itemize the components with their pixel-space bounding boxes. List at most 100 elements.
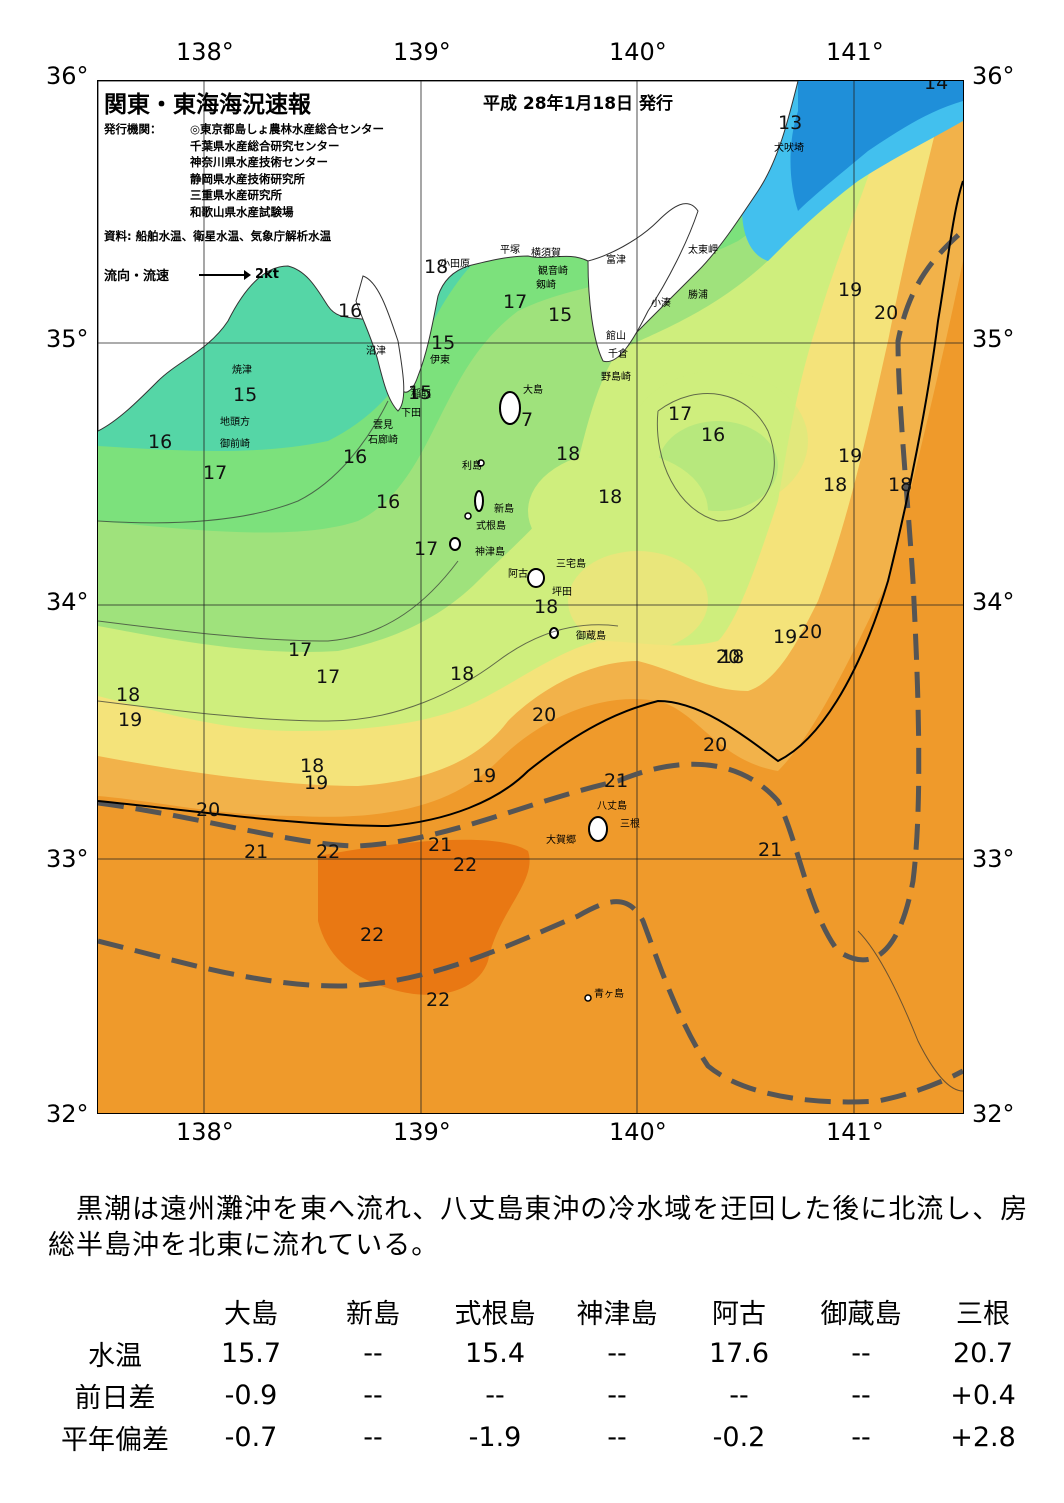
place-label: 千倉 (608, 347, 628, 360)
agency-label: 発行機関： (104, 122, 162, 136)
temp-label: 19 (472, 765, 496, 787)
temp-label: 17 (288, 639, 312, 661)
place-label: 平塚 (500, 244, 520, 256)
table-cell: -- (485, 1379, 505, 1411)
table-cell: +0.4 (950, 1379, 1016, 1411)
patch-19-mid (568, 551, 708, 651)
lon-label-138-bottom: 138° (176, 1118, 234, 1146)
agency-item: 神奈川県水産技術センター (190, 155, 328, 169)
island-hachijojima (588, 816, 608, 842)
temp-label: 14 (924, 81, 948, 94)
island-shikinejima (464, 512, 472, 520)
temp-label: 20 (798, 621, 822, 643)
place-label: 御蔵島 (576, 629, 606, 642)
lon-label-138-top: 138° (176, 38, 234, 66)
temp-label: 20 (716, 646, 740, 668)
place-label: 雲見 (373, 419, 393, 431)
temp-label: 19 (773, 626, 797, 648)
temp-label: 20 (874, 302, 898, 324)
temp-label: 19 (838, 279, 862, 301)
station-header: 御蔵島 (820, 1298, 902, 1330)
temp-label: 15 (431, 332, 455, 354)
place-label: 大島 (523, 383, 543, 396)
station-header: 式根島 (454, 1298, 536, 1330)
patch-18-mid (528, 451, 708, 571)
land-izu-peninsula (355, 275, 405, 412)
row-label: 水温 (88, 1340, 142, 1372)
station-header: 阿古 (712, 1298, 766, 1330)
place-label: 下田 (401, 408, 421, 419)
temp-label: 16 (343, 446, 367, 468)
temp-label: 21 (428, 834, 452, 856)
temp-label: 21 (604, 770, 628, 792)
place-label: 剱崎 (536, 278, 556, 291)
agency-item: ◎東京都島しょ農林水産総合センター (190, 122, 385, 136)
station-header: 大島 (224, 1298, 278, 1330)
temp-label: 18 (450, 663, 474, 685)
place-label: 神津島 (475, 545, 505, 558)
place-label: 地頭方 (220, 415, 250, 428)
graticule (98, 81, 963, 1113)
place-label: 新島 (494, 502, 514, 515)
place-label: 焼津 (232, 364, 252, 376)
island-niijima (474, 490, 484, 512)
table-row: 平年偏差 -0.7 -- -1.9 -- -0.2 -- +2.8 (40, 1416, 1044, 1458)
island-aogashima (584, 994, 592, 1002)
place-label: 小湊 (651, 296, 671, 309)
temp-label: 17 (503, 291, 527, 313)
temp-label: 18 (424, 256, 448, 278)
table-row: 水温 15.7 -- 15.4 -- 17.6 -- 20.7 (40, 1332, 1044, 1374)
lat-label-33-left: 33° (46, 845, 89, 873)
table-cell: 15.7 (220, 1337, 282, 1369)
temp-label: 18 (598, 486, 622, 508)
flow-legend: 流向・流速 2kt (104, 265, 279, 284)
place-label: 伊東 (430, 353, 450, 366)
lat-label-35-left: 35° (46, 325, 89, 353)
agency-list: 発行機関： ◎東京都島しょ農林水産総合センター 千葉県水産総合研究センター 神奈川… (104, 121, 384, 220)
station-header: 三根 (956, 1298, 1010, 1330)
temp-label: 16 (338, 300, 362, 322)
table-cell: -- (851, 1379, 871, 1411)
table-cell: -0.9 (224, 1379, 278, 1411)
data-source: 資料: 船舶水温、衛星水温、気象庁解析水温 (104, 229, 332, 243)
temp-label: 16 (701, 424, 725, 446)
temp-label: 17 (414, 538, 438, 560)
lon-label-140-bottom: 140° (609, 1118, 667, 1146)
temp-label: 15 (408, 382, 432, 404)
table-row: 前日差 -0.9 -- -- -- -- -- +0.4 (40, 1374, 1044, 1416)
place-label: 式根島 (476, 519, 506, 532)
table-cell: -- (851, 1421, 871, 1453)
place-label: 三宅島 (556, 557, 586, 570)
temp-label: 22 (360, 924, 384, 946)
temp-label: 15 (548, 304, 572, 326)
table-header-row: 大島 新島 式根島 神津島 阿古 御蔵島 三根 (40, 1290, 1044, 1332)
place-label: 石廊崎 (368, 433, 398, 446)
land-boso-peninsula (587, 203, 699, 363)
table-cell: -- (607, 1421, 627, 1453)
table-cell: -- (851, 1337, 871, 1369)
table-cell: 17.6 (708, 1337, 770, 1369)
agency-item: 和歌山県水産試験場 (190, 204, 294, 219)
temp-label: 18 (534, 596, 558, 618)
place-label: 八丈島 (597, 799, 627, 812)
arrow-icon (199, 269, 252, 280)
station-header: 神津島 (576, 1298, 658, 1330)
place-label: 館山 (606, 329, 626, 342)
lat-label-32-left: 32° (46, 1100, 89, 1128)
table-cell: -- (729, 1379, 749, 1411)
temp-label: 18 (720, 646, 744, 668)
place-label: 稲取 (411, 388, 431, 400)
place-label: 大賀郷 (546, 833, 576, 846)
kuroshio-axis-north (98, 229, 963, 963)
summary-text: 黒潮は遠州灘沖を東へ流れ、八丈島東沖の冷水域を迂回した後に北流し、房総半島沖を北… (48, 1194, 1029, 1261)
flow-legend-speed: 2kt (255, 267, 279, 282)
temperature-labels: 14 13 18 17 15 16 15 15 15 7 16 16 17 16… (116, 81, 948, 1011)
isotherms-thin (98, 393, 963, 1092)
row-label: 前日差 (74, 1382, 156, 1414)
place-label: 横須賀 (531, 246, 561, 259)
temp-label: 16 (376, 491, 400, 513)
temp-label: 22 (453, 854, 477, 876)
lon-label-141-bottom: 141° (826, 1118, 884, 1146)
island-miyakejima (527, 568, 545, 588)
lat-label-34-left: 34° (46, 588, 89, 616)
